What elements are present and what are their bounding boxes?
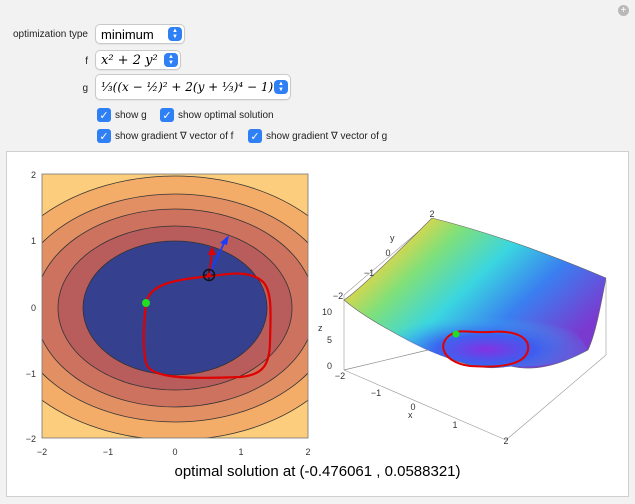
chevron-updown-icon: ▲ ▼ [168,27,182,41]
constraint-curve-3d [442,330,530,368]
box-front-edges [343,349,429,371]
y-tick: −1 [26,369,36,379]
f-value: x² + 2 y² [101,52,158,68]
checkmark-icon: ✓ [248,129,262,143]
optimization-type-select[interactable]: minimum ▲ ▼ [95,24,185,44]
z-tick: 10 [322,307,332,317]
show-gradient-g-checkbox[interactable]: ✓ show gradient ∇ vector of g [248,129,387,143]
x-tick: −1 [103,447,113,457]
optimal-point-3d [452,330,460,338]
g-label: g [82,83,88,94]
x-tick-start: −2 [335,371,345,381]
f-select[interactable]: x² + 2 y² ▲ ▼ [95,50,181,70]
x-tick: 2 [305,447,310,457]
show-optimal-solution-checkbox[interactable]: ✓ show optimal solution [160,108,274,122]
chevron-updown-icon: ▲ ▼ [164,53,178,67]
show-gradient-g-label: show gradient ∇ vector of g [266,130,388,142]
show-g-checkbox[interactable]: ✓ show g [97,108,147,122]
contour-level-6 [82,240,268,376]
contour-y-ticks: 2 1 0 −1 −2 [26,170,36,444]
checkmark-icon: ✓ [97,108,111,122]
gradient-f-arrow [208,240,226,276]
gradient-f-arrowhead [220,235,229,245]
y-tick: 1 [31,236,36,246]
expand-icon[interactable]: + [618,5,629,16]
point-center [206,272,212,278]
z-tick: 0 [327,361,332,371]
y-tick: 2 [31,170,36,180]
y-tick: 0 [385,248,390,258]
y-axis-label: y [390,233,395,243]
x-tick: −1 [371,388,381,398]
constraint-curve [142,272,272,380]
optimization-type-value: minimum [101,26,154,42]
z-tick: 5 [327,335,332,345]
x-tick: 0 [410,402,415,412]
x-tick: 1 [452,420,457,430]
checkmark-icon: ✓ [97,129,111,143]
contour-plot[interactable]: −2 −1 0 1 2 2 1 0 −1 −2 [0,151,320,461]
checkmark-icon: ✓ [160,108,174,122]
g-value: ⅓((x − ½)² + 2(y + ⅓)⁴ − 1) [101,80,274,94]
y-tick: −2 [333,291,343,301]
x-tick: −2 [37,447,47,457]
show-g-label: show g [115,109,147,121]
surface-plot[interactable]: 2 0 −1 −2 y 10 5 0 z −2 −1 0 1 2 x [310,200,625,455]
show-optimal-solution-label: show optimal solution [178,109,274,121]
y-tick: −1 [364,268,374,278]
show-gradient-f-checkbox[interactable]: ✓ show gradient ∇ vector of f [97,129,233,143]
optimal-solution-caption: optimal solution at (-0.476061 , 0.05883… [174,463,461,480]
y-tick: 0 [31,303,36,313]
y-tick: 2 [429,209,434,219]
gradient-g-arrowhead [208,246,216,255]
g-select[interactable]: ⅓((x − ½)² + 2(y + ⅓)⁴ − 1) ▲ ▼ [95,74,291,100]
chevron-updown-icon: ▲ ▼ [274,80,288,94]
contour-x-ticks: −2 −1 0 1 2 [37,447,311,457]
optimization-type-label: optimization type [12,29,88,40]
x-tick: 1 [238,447,243,457]
optimal-point [142,299,150,307]
plot-frame [41,173,309,439]
show-gradient-f-label: show gradient ∇ vector of f [115,130,234,142]
x-axis-label: x [408,410,413,420]
z-axis-label: z [318,323,323,333]
x-tick: 2 [503,436,508,446]
y-tick: −2 [26,434,36,444]
f-label: f [85,56,88,67]
x-tick: 0 [172,447,177,457]
